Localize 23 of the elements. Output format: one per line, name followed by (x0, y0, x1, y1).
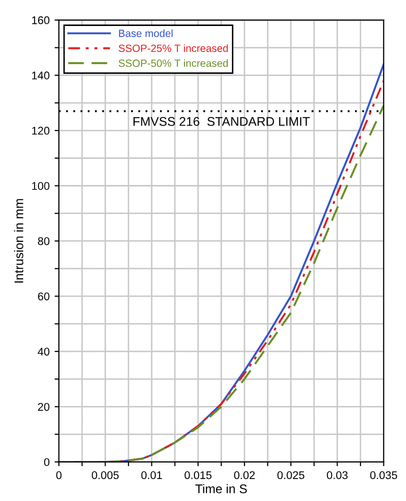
y-tick-label: 100 (32, 182, 50, 190)
y-axis-title: Intrusion in mm (14, 199, 24, 283)
x-tick-label: 0.015 (184, 471, 212, 480)
y-tick-label: 20 (38, 402, 50, 411)
x-tick-label: 0.02 (234, 471, 255, 480)
x-tick-label: 0.035 (370, 471, 398, 480)
x-axis-title: Time in S (195, 484, 247, 494)
y-tick-label: 60 (38, 292, 50, 300)
y-tick-label: 160 (32, 16, 50, 24)
legend-label: SSOP-50% T increased (118, 59, 228, 67)
legend-label: SSOP-25% T increased (118, 44, 228, 52)
x-tick-label: 0.03 (326, 471, 348, 480)
y-tick-label: 40 (38, 348, 50, 356)
y-tick-label: 120 (32, 126, 50, 135)
y-tick-label: 80 (38, 237, 50, 246)
x-tick-label: 0.025 (277, 471, 304, 480)
x-tick-label: 0 (56, 471, 62, 480)
x-tick-label: 0.01 (141, 471, 162, 480)
y-tick-label: 140 (32, 72, 50, 80)
legend-label: Base model (119, 29, 173, 38)
ref-line-label: FMVSS 216 STANDARD LIMIT (134, 117, 310, 126)
x-tick-label: 0.005 (92, 471, 119, 480)
y-tick-label: 0 (44, 458, 50, 466)
